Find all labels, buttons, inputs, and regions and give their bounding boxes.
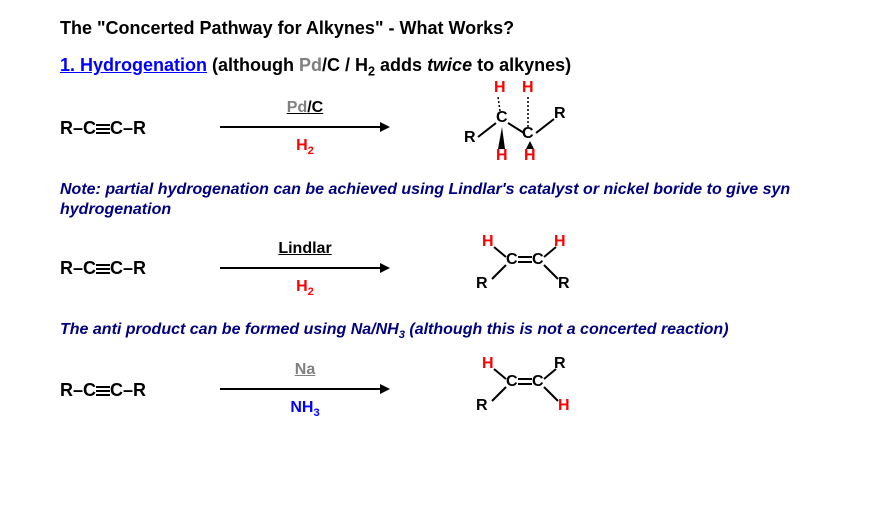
arrow-top-1: Pd/C (287, 99, 323, 117)
nh-label: NH (290, 399, 313, 416)
r-label: R (60, 380, 73, 400)
main-title: The "Concerted Pathway for Alkynes" - Wh… (60, 18, 814, 39)
section-header: 1. Hydrogenation (although Pd/C / H2 add… (60, 55, 814, 79)
r-label: R (60, 118, 73, 138)
cis-alkene-structure: H H C C R R (450, 233, 650, 303)
bond-lines (450, 87, 650, 172)
h-label: H (296, 278, 308, 295)
dash: – (73, 258, 83, 278)
dash: – (73, 118, 83, 138)
reaction-arrow-icon (220, 119, 390, 135)
bond-lines (450, 233, 650, 303)
reactant-2: R–CC–R (60, 258, 220, 279)
section-number: 1. Hydrogenation (60, 55, 207, 75)
product-1: H H C C R R H H (390, 91, 814, 166)
arrow-bottom-3: NH3 (290, 399, 319, 419)
trans-alkene-structure: H R C C R H (450, 355, 650, 425)
r-label: R (60, 258, 73, 278)
bond-lines (450, 355, 650, 425)
reactant-3: R–CC–R (60, 380, 220, 401)
h2-sub: 2 (308, 286, 314, 298)
dash: – (123, 118, 133, 138)
alkane-structure: H H C C R R H H (450, 87, 650, 172)
arrow-block-2: Lindlar H2 (220, 240, 390, 298)
h-label: H (296, 137, 308, 154)
triple-bond-icon (96, 384, 110, 398)
c-label: C (83, 380, 96, 400)
r-label: R (133, 118, 146, 138)
reactant-1: R–CC–R (60, 118, 220, 139)
arrow-top-2: Lindlar (278, 240, 331, 258)
reaction-arrow-icon (220, 381, 390, 397)
h2-sub: 2 (308, 145, 314, 157)
dash: – (123, 380, 133, 400)
arrow-block-1: Pd/C H2 (220, 99, 390, 157)
reaction-arrow-icon (220, 260, 390, 276)
twice-text: twice (427, 55, 472, 75)
c-h2-pre: /C / H (322, 55, 368, 75)
pd-text: Pd (299, 55, 322, 75)
c-label: C (110, 258, 123, 278)
c-label: C (83, 118, 96, 138)
triple-bond-icon (96, 262, 110, 276)
r-label: R (133, 380, 146, 400)
h2-sub: 2 (368, 65, 375, 79)
adds-text: adds (375, 55, 427, 75)
note2-text-a: The anti product can be formed using Na/… (60, 321, 399, 338)
product-2: H H C C R R (390, 231, 814, 306)
reaction-2: R–CC–R Lindlar H2 H H C C R R (60, 231, 814, 306)
note-1: Note: partial hydrogenation can be achie… (60, 180, 814, 222)
arrow-bottom-1: H2 (296, 137, 314, 157)
product-3: H R C C R H (390, 353, 814, 428)
pd-label: Pd (287, 99, 307, 116)
paren-open: (although (207, 55, 299, 75)
chemistry-diagram: The "Concerted Pathway for Alkynes" - Wh… (0, 0, 874, 428)
reaction-3: R–CC–R Na NH3 H R C C R H (60, 353, 814, 428)
arrow-block-3: Na NH3 (220, 361, 390, 419)
arrow-top-3: Na (295, 361, 315, 379)
nh3-sub: 3 (313, 408, 319, 420)
note2-text-b: (although this is not a concerted reacti… (405, 321, 729, 338)
c-label: C (83, 258, 96, 278)
c-label: C (110, 118, 123, 138)
c-suffix: /C (307, 99, 323, 116)
to-alkynes: to alkynes) (472, 55, 571, 75)
note-2: The anti product can be formed using Na/… (60, 320, 814, 343)
triple-bond-icon (96, 122, 110, 136)
dash: – (73, 380, 83, 400)
dash: – (123, 258, 133, 278)
arrow-bottom-2: H2 (296, 278, 314, 298)
r-label: R (133, 258, 146, 278)
reaction-1: R–CC–R Pd/C H2 H H C C R R (60, 91, 814, 166)
c-label: C (110, 380, 123, 400)
